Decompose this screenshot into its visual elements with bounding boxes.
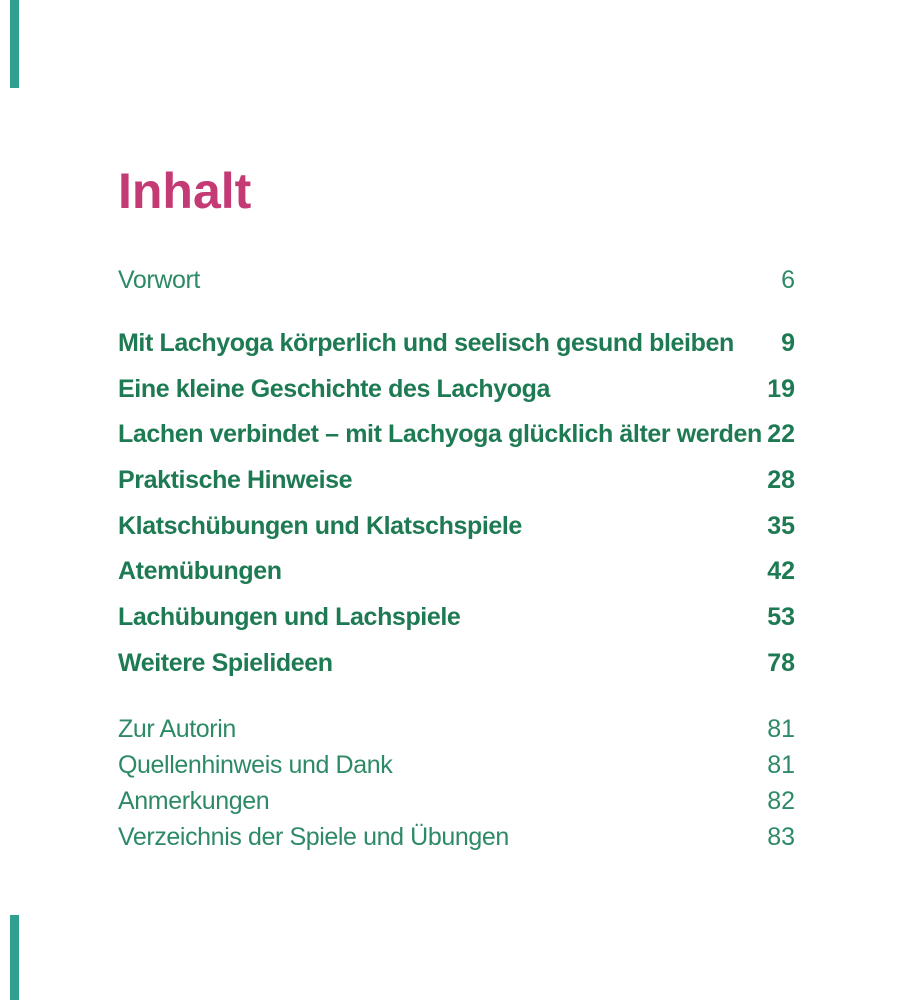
toc-entry-label: Praktische Hinweise <box>118 466 353 494</box>
toc-entry-page: 35 <box>767 512 795 540</box>
toc-entry-page: 9 <box>781 329 795 357</box>
toc-entry-page: 81 <box>767 715 795 743</box>
toc-entry-label: Lachübungen und Lachspiele <box>118 603 461 631</box>
toc-entry-label: Vorwort <box>118 266 200 294</box>
toc-entry-label: Verzeichnis der Spiele und Übungen <box>118 823 509 851</box>
toc-entry: Praktische Hinweise 28 <box>118 465 795 495</box>
toc-entry: Quellenhinweis und Dank 81 <box>118 750 795 780</box>
toc-entry-label: Eine kleine Geschichte des Lachyoga <box>118 375 551 403</box>
toc-entry-page: 22 <box>767 420 795 448</box>
toc-entry-page: 6 <box>781 266 795 294</box>
toc-entry-label: Anmerkungen <box>118 787 270 815</box>
toc-entry: Lachen verbindet – mit Lachyoga glücklic… <box>118 419 795 449</box>
toc-entry-page: 78 <box>767 649 795 677</box>
toc-entry-label: Atemübungen <box>118 557 282 585</box>
toc-entry: Zur Autorin 81 <box>118 714 795 744</box>
toc-entry: Lachübungen und Lachspiele 53 <box>118 602 795 632</box>
toc-entry: Weitere Spielideen 78 <box>118 648 795 678</box>
toc-entry-label: Klatschübungen und Klatschspiele <box>118 512 522 540</box>
toc-entry: Klatschübungen und Klatschspiele 35 <box>118 511 795 541</box>
toc-entry-page: 82 <box>767 787 795 815</box>
toc-entry-label: Mit Lachyoga körperlich und seelisch ges… <box>118 329 734 357</box>
toc-entry-page: 53 <box>767 603 795 631</box>
toc-entry-page: 42 <box>767 557 795 585</box>
toc-entry: Anmerkungen 82 <box>118 786 795 816</box>
toc-entry-label: Quellenhinweis und Dank <box>118 751 393 779</box>
toc-entry-page: 19 <box>767 375 795 403</box>
toc-entry-label: Weitere Spielideen <box>118 649 333 677</box>
page-edge-bar-top <box>10 0 19 88</box>
toc-entry: Verzeichnis der Spiele und Übungen 83 <box>118 822 795 852</box>
toc-entry: Eine kleine Geschichte des Lachyoga 19 <box>118 374 795 404</box>
page-edge-bar-bottom <box>10 915 19 1000</box>
toc-entry: Vorwort 6 <box>118 265 795 295</box>
toc-entry: Atemübungen 42 <box>118 556 795 586</box>
toc-entry-page: 83 <box>767 823 795 851</box>
toc-entry-page: 81 <box>767 751 795 779</box>
toc-entry-label: Lachen verbindet – mit Lachyoga glücklic… <box>118 420 762 448</box>
page-title: Inhalt <box>118 162 252 219</box>
toc-entry-page: 28 <box>767 466 795 494</box>
toc-entry: Mit Lachyoga körperlich und seelisch ges… <box>118 328 795 358</box>
toc-entry-label: Zur Autorin <box>118 715 236 743</box>
